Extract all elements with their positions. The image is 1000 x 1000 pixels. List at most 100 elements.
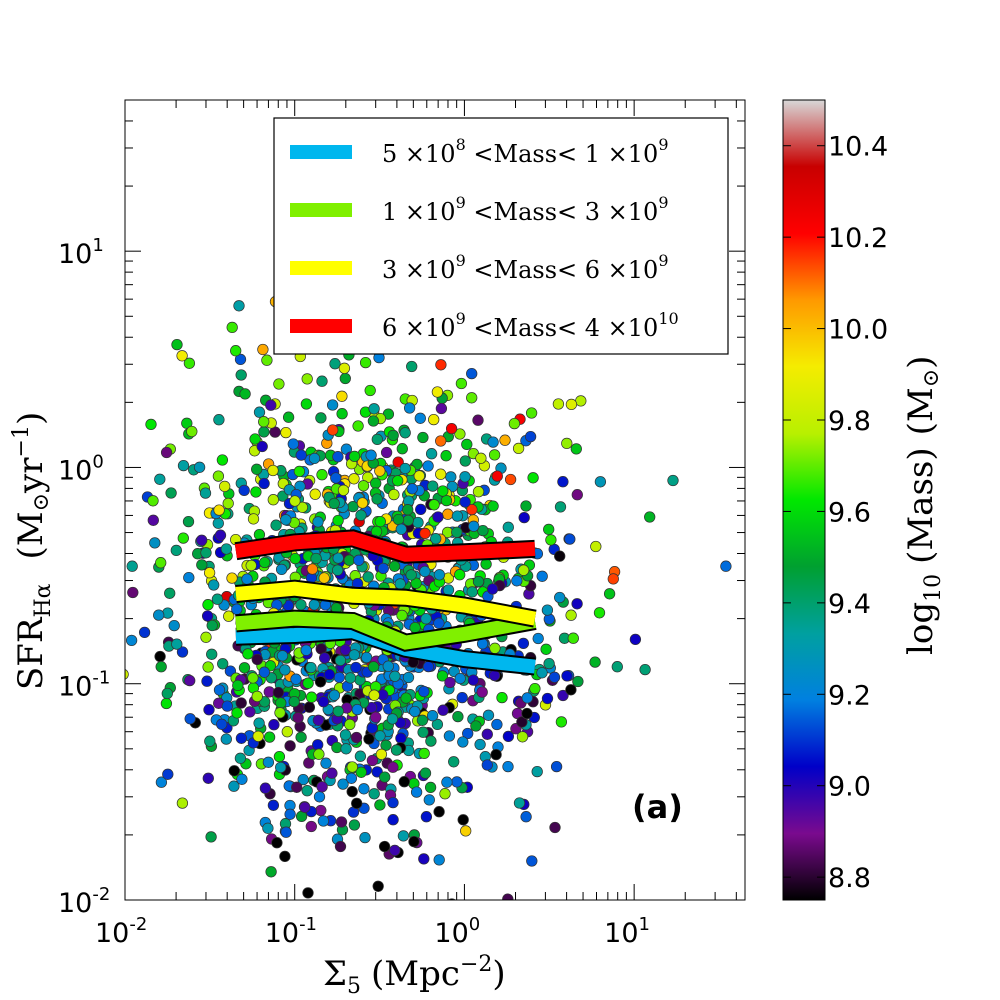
scatter-point [205,831,217,843]
scatter-point [392,456,404,468]
scatter-point [466,392,478,404]
scatter-point [214,529,227,541]
scatter-point [181,417,193,429]
scatter-point [359,831,371,844]
scatter-point [354,750,367,762]
scatter-point [644,511,656,523]
scatter-point [300,398,313,410]
scatter-point [273,378,285,390]
scatter-point [316,781,328,793]
scatter-point [520,500,532,512]
scatter-point [312,516,324,528]
scatter-point [332,705,344,717]
scatter-point [366,754,379,767]
scatter-point [357,480,370,492]
scatter-point [330,472,342,484]
scatter-point [431,718,444,731]
scatter-point [394,578,406,590]
x-tick-label: 100 [434,914,480,949]
scatter-point [334,654,347,667]
scatter-point [435,435,447,447]
legend-label-3: 6 ×109 <Mass< 4 ×1010 [382,309,679,342]
scatter-point [256,440,268,453]
scatter-point [445,471,457,483]
scatter-point [442,508,454,520]
scatter-point [317,696,330,708]
scatter-point [127,586,139,599]
scatter-point [512,442,525,455]
scatter-point [504,473,517,486]
scatter-point [554,550,566,562]
scatter-point [490,748,502,761]
scatter-point [239,388,251,400]
scatter-point [244,706,256,718]
scatter-point [593,607,606,619]
scatter-point [521,707,533,720]
scatter-point [548,671,561,683]
scatter-point [554,591,566,604]
scatter-point [408,835,420,848]
scatter-point [332,514,344,527]
scatter-point [292,712,304,724]
scatter-point [367,661,380,673]
scatter-point [529,682,541,695]
scatter-point [541,692,554,705]
scatter-point [433,569,446,581]
scatter-point [470,720,482,732]
scatter-point [419,527,431,540]
scatter-point [274,707,286,719]
scatter-point [594,476,607,488]
scatter-point [561,670,573,682]
scatter-point [234,353,247,366]
scatter-point [516,716,528,728]
scatter-point [521,692,533,704]
scatter-point [565,684,577,696]
scatter-point [474,738,486,751]
scatter-point [338,362,351,374]
scatter-point [300,644,312,656]
scatter-point [265,399,277,411]
scatter-point [316,469,328,481]
scatter-point [435,359,447,371]
scatter-point [241,573,253,585]
scatter-point [226,572,238,584]
scatter-point [258,416,270,428]
scatter-point [536,667,548,679]
scatter-point [203,704,215,716]
scatter-point [313,748,325,760]
scatter-point [125,669,129,680]
scatter-point [368,689,380,701]
scatter-point [441,776,453,788]
scatter-point [289,552,301,565]
scatter-point [543,657,555,670]
scatter-point [460,825,472,837]
scatter-point [365,449,377,461]
scatter-point [186,425,198,438]
scatter-point [147,514,159,526]
scatter-point [228,780,240,792]
scatter-point [374,730,386,742]
scatter-point [371,433,383,446]
scatter-point [351,797,363,810]
scatter-point [508,417,521,430]
scatter-point [203,567,216,579]
scatter-point [589,656,601,668]
scatter-point [502,521,514,533]
scatter-point [340,743,352,755]
scatter-point [284,808,296,820]
scatter-point [213,414,225,426]
scatter-point [398,776,410,788]
scatter-point [639,663,651,676]
scatter-point [348,473,360,485]
scatter-point [170,544,182,557]
scatter-point [308,452,321,465]
scatter-point [416,714,429,726]
panel-label: (a) [632,788,683,826]
scatter-point [374,515,386,528]
scatter-point [413,470,425,482]
scatter-point [164,587,176,599]
scatter-point [516,731,529,743]
scatter-point [327,424,339,436]
scatter-point [301,785,313,797]
scatter-point [364,384,376,397]
